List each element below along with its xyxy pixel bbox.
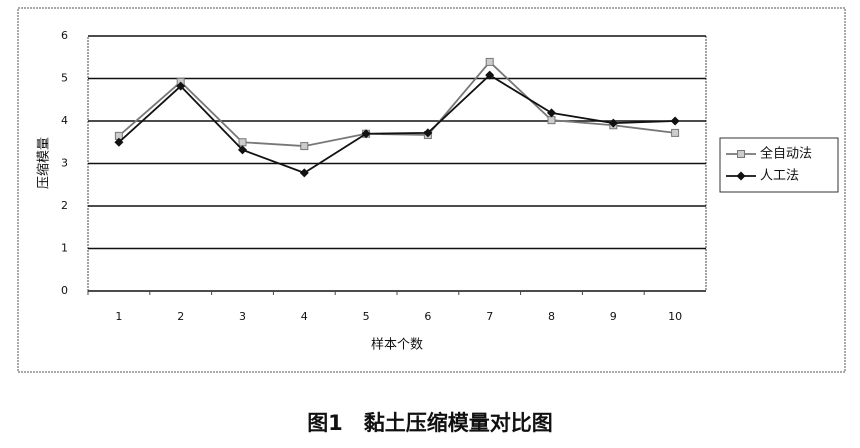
y-axis-label: 压缩模量: [36, 137, 52, 189]
x-tick-label: 9: [610, 310, 617, 323]
marker: [485, 70, 495, 80]
legend-marker: [737, 150, 745, 158]
legend-label: 全自动法: [760, 146, 812, 162]
y-tick-label: 1: [61, 242, 68, 255]
marker: [176, 81, 186, 91]
marker: [485, 57, 494, 66]
marker: [299, 168, 309, 178]
series-line: [118, 60, 676, 147]
x-tick-label: 7: [486, 310, 493, 323]
chart-title: 图1 黏土压缩模量对比图: [307, 411, 553, 435]
marker: [361, 129, 371, 139]
series-line: [118, 73, 676, 174]
marker: [671, 128, 680, 137]
marker: [608, 118, 618, 128]
legend-marker: [736, 171, 746, 181]
marker: [423, 128, 433, 138]
y-tick-label: 3: [61, 157, 68, 170]
x-tick-label: 1: [115, 310, 122, 323]
y-tick-label: 4: [61, 114, 68, 127]
x-tick-label: 3: [239, 310, 246, 323]
chart-frame: [17, 7, 846, 373]
marker: [670, 116, 680, 126]
legend-label: 人工法: [760, 169, 799, 184]
y-tick-label: 2: [61, 199, 68, 212]
y-tick-label: 5: [61, 72, 68, 85]
marker: [238, 138, 247, 147]
marker: [300, 142, 309, 151]
y-tick-label: 6: [61, 29, 68, 42]
x-tick-label: 2: [177, 310, 184, 323]
x-tick-label: 8: [548, 310, 555, 323]
y-tick-label: 0: [61, 284, 68, 297]
marker: [114, 137, 124, 147]
legend-box: [719, 137, 839, 193]
marker: [238, 145, 247, 155]
x-tick-label: 4: [301, 310, 308, 323]
marker: [547, 116, 556, 125]
x-axis-label: 样本个数: [371, 338, 423, 353]
x-tick-label: 5: [363, 310, 370, 323]
marker: [547, 108, 556, 118]
x-tick-label: 6: [424, 310, 431, 323]
x-tick-label: 10: [668, 310, 682, 323]
